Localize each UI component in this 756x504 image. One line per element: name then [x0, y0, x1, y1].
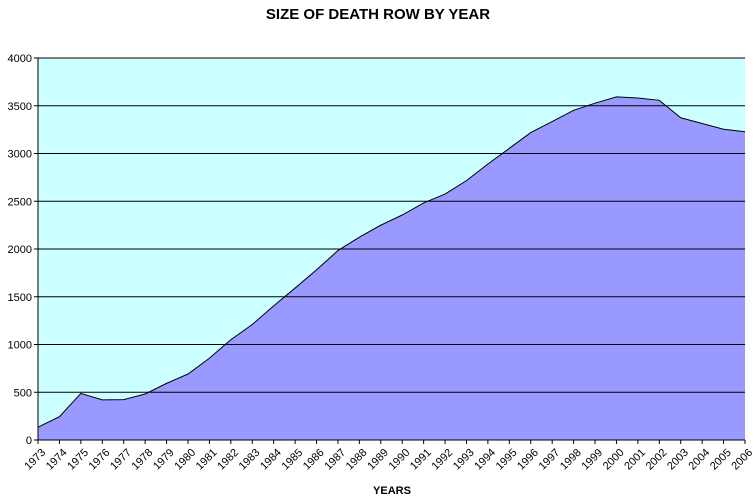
- x-tick-label: 1995: [494, 447, 520, 473]
- x-tick-label: 2004: [687, 447, 713, 473]
- x-tick-label: 2006: [729, 447, 755, 473]
- x-tick-label: 1973: [22, 447, 48, 473]
- x-tick-label: 1988: [344, 447, 370, 473]
- y-tick-label: 2000: [8, 244, 32, 256]
- x-tick-label: 1974: [44, 447, 70, 473]
- x-tick-label: 1996: [515, 447, 541, 473]
- area-series-outline: [37, 96, 746, 428]
- x-tick-label: 2000: [601, 447, 627, 473]
- x-tick-label: 1980: [172, 447, 198, 473]
- x-tick-label: 2001: [622, 447, 648, 473]
- x-tick-label: 1978: [130, 447, 156, 473]
- x-tick-label: 1983: [237, 447, 263, 473]
- y-tick-label: 1500: [8, 292, 32, 304]
- y-tick-label: 3000: [8, 149, 32, 161]
- y-tick-label: 2500: [8, 196, 32, 208]
- x-tick-label: 1991: [408, 447, 434, 473]
- x-tick-label: 1997: [537, 447, 563, 473]
- y-tick-label: 4000: [8, 53, 32, 65]
- x-tick-label: 1993: [451, 447, 477, 473]
- y-tick-label: 0: [26, 435, 32, 447]
- x-tick-label: 1982: [215, 447, 241, 473]
- y-tick-label: 500: [14, 387, 32, 399]
- x-tick-label: 1977: [108, 447, 134, 473]
- x-tick-label: 1994: [472, 447, 498, 473]
- x-tick-label: 1987: [322, 447, 348, 473]
- x-tick-label: 1986: [301, 447, 327, 473]
- x-tick-label: 1999: [579, 447, 605, 473]
- x-tick-label: 1992: [429, 447, 455, 473]
- chart-title: SIZE OF DEATH ROW BY YEAR: [265, 6, 491, 23]
- x-tick-label: 1998: [558, 447, 584, 473]
- x-tick-label: 1989: [365, 447, 391, 473]
- x-axis-title: YEARS: [373, 485, 411, 497]
- x-tick-label: 1984: [258, 447, 284, 473]
- x-tick-label: 1975: [65, 447, 91, 473]
- x-tick-label: 2005: [708, 447, 734, 473]
- y-tick-label: 1000: [8, 340, 32, 352]
- x-tick-label: 1976: [87, 447, 113, 473]
- x-tick-label: 1990: [387, 447, 413, 473]
- x-tick-label: 1985: [280, 447, 306, 473]
- x-tick-label: 1979: [151, 447, 177, 473]
- x-tick-label: 2002: [644, 447, 670, 473]
- x-tick-label: 2003: [665, 447, 691, 473]
- x-tick-label: 1981: [194, 447, 220, 473]
- y-tick-label: 3500: [8, 101, 32, 113]
